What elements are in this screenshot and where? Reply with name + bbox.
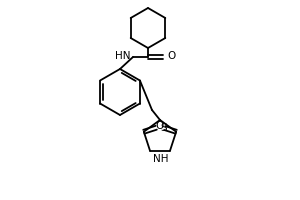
Text: NH: NH bbox=[153, 154, 169, 164]
Text: HN: HN bbox=[116, 51, 131, 61]
Text: S: S bbox=[160, 123, 167, 133]
Text: O: O bbox=[167, 51, 175, 61]
Text: O: O bbox=[156, 121, 164, 131]
